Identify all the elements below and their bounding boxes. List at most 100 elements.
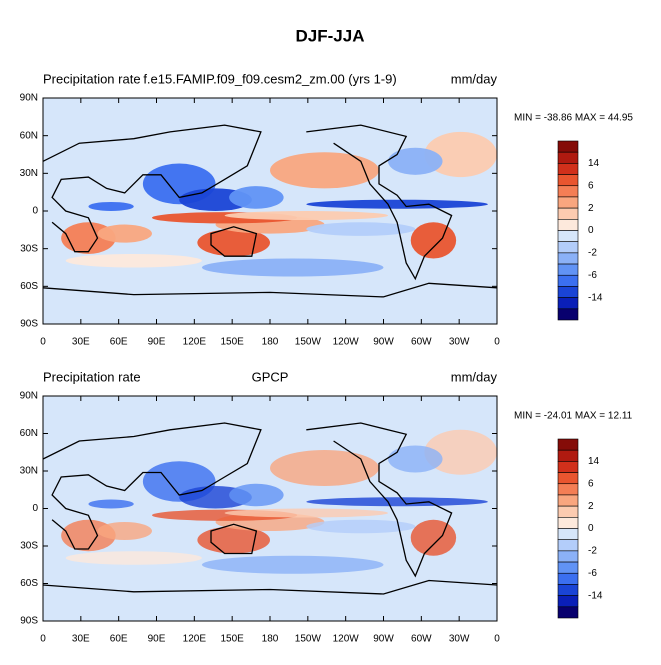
lat-tick-label: 30S xyxy=(20,541,38,552)
colorbar-box xyxy=(557,539,579,552)
lon-tick-label: 60W xyxy=(411,634,432,645)
coastline xyxy=(306,422,453,578)
colorbar-box xyxy=(557,595,579,608)
coastline xyxy=(210,226,258,257)
colorbar-box xyxy=(557,528,579,540)
colorbar-box xyxy=(557,572,579,585)
lon-tick-label: 150E xyxy=(220,337,244,348)
field-region xyxy=(97,224,152,243)
units-label: mm/day xyxy=(451,71,498,86)
colorbar-label: 14 xyxy=(588,158,600,169)
colorbar-box xyxy=(557,274,579,287)
lon-tick-label: 120W xyxy=(333,337,360,348)
field-region xyxy=(224,211,389,221)
colorbar-label: -2 xyxy=(588,248,597,259)
map-field xyxy=(43,396,497,621)
min-max: MIN = -24.01 MAX = 12.11 xyxy=(514,411,633,422)
colorbar-label: -6 xyxy=(588,568,597,579)
lon-tick-label: 90E xyxy=(148,634,166,645)
field-region xyxy=(306,222,416,236)
colorbar-label: 0 xyxy=(588,225,594,236)
map-background xyxy=(43,396,497,621)
lon-tick-label: 30W xyxy=(449,634,470,645)
lat-tick-label: 90N xyxy=(20,93,38,104)
lon-tick-label: 150E xyxy=(220,634,244,645)
colorbar-box xyxy=(557,297,579,310)
map-background xyxy=(43,98,497,324)
colorbar-box xyxy=(557,461,579,473)
field-region xyxy=(306,519,416,534)
colorbar-box xyxy=(557,584,579,596)
field-region xyxy=(97,522,152,540)
lon-tick-label: 30W xyxy=(449,337,470,348)
field-region xyxy=(270,152,379,189)
colorbar-box xyxy=(557,252,579,265)
coastline xyxy=(210,523,258,555)
lon-tick-label: 30E xyxy=(72,337,90,348)
field-region xyxy=(424,429,497,475)
lon-tick-label: 120E xyxy=(183,337,207,348)
lon-tick-label: 90E xyxy=(148,337,166,348)
colorbar-box xyxy=(557,163,579,175)
field-region xyxy=(306,199,488,209)
colorbar-box xyxy=(557,472,579,485)
field-region xyxy=(410,222,457,259)
lat-tick-label: 0 xyxy=(32,503,38,514)
field-region xyxy=(201,555,384,574)
coastline xyxy=(43,124,262,253)
colorbar-box xyxy=(557,219,579,231)
coastline xyxy=(306,124,453,281)
lon-tick-label: 0 xyxy=(40,634,46,645)
colorbar-label: -6 xyxy=(588,270,597,281)
colorbar-box xyxy=(557,207,579,220)
lon-tick-label: 0 xyxy=(40,337,46,348)
field-region xyxy=(388,445,443,473)
colorbar-box xyxy=(557,561,579,574)
field-region xyxy=(306,497,488,507)
lon-tick-label: 30E xyxy=(72,634,90,645)
colorbar-label: 0 xyxy=(588,523,594,534)
lon-tick-label: 150W xyxy=(295,337,322,348)
colorbar-box xyxy=(557,174,579,187)
lat-tick-label: 30N xyxy=(20,466,38,477)
lon-tick-label: 150W xyxy=(295,634,322,645)
colorbar-label: -14 xyxy=(588,292,603,303)
lon-tick-label: 120E xyxy=(183,634,207,645)
coastline xyxy=(43,282,497,298)
figure-title: DJF-JJA xyxy=(296,26,365,45)
coastline xyxy=(43,579,497,595)
lon-tick-label: 0 xyxy=(494,337,500,348)
colorbar-box xyxy=(557,308,579,321)
colorbar-label: -2 xyxy=(588,546,597,557)
lon-tick-label: 90W xyxy=(373,634,394,645)
lon-tick-label: 180 xyxy=(262,634,279,645)
colorbar-label: 14 xyxy=(588,456,600,467)
colorbar-box xyxy=(557,517,579,529)
map-field xyxy=(43,98,497,324)
colorbar-label: 6 xyxy=(588,180,594,191)
field-region xyxy=(201,258,384,277)
colorbar-box xyxy=(557,185,579,198)
lon-tick-label: 60E xyxy=(110,337,128,348)
colorbar-box xyxy=(557,606,579,619)
lon-tick-label: 60E xyxy=(110,634,128,645)
field-region xyxy=(88,201,134,211)
lon-tick-label: 180 xyxy=(262,337,279,348)
field-region xyxy=(229,483,284,507)
field-region xyxy=(388,147,443,175)
colorbar-box xyxy=(557,438,579,451)
lat-tick-label: 60S xyxy=(20,578,38,589)
center-label: GPCP xyxy=(252,369,289,384)
left-label: Precipitation rate xyxy=(43,71,141,86)
colorbar-box xyxy=(557,286,579,298)
field-region xyxy=(270,450,379,486)
colorbar-box xyxy=(557,449,579,462)
lon-tick-label: 120W xyxy=(333,634,360,645)
lat-tick-label: 60S xyxy=(20,281,38,292)
field-region xyxy=(224,508,389,518)
field-region xyxy=(88,499,134,509)
panel: Precipitation rate GPCP mm/day MIN = -24.01… xyxy=(20,369,633,644)
left-label: Precipitation rate xyxy=(43,369,141,384)
lat-tick-label: 90N xyxy=(20,391,38,402)
